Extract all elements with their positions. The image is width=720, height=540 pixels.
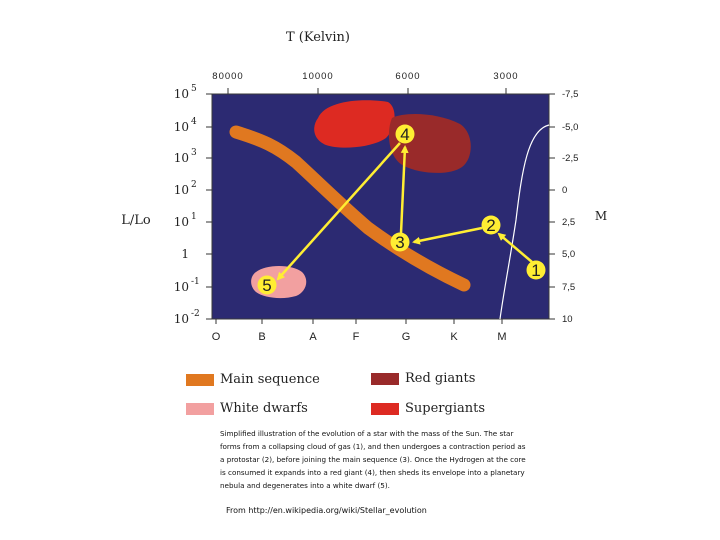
luminosity-tick-label: 10 — [174, 183, 189, 197]
stage-markers: 1 2 3 4 5 — [257, 124, 546, 295]
temperature-tick-label: 3000 — [493, 71, 518, 82]
source-attribution: From http://en.wikipedia.org/wiki/Stella… — [226, 506, 427, 515]
stage-marker-4 — [395, 124, 415, 144]
spectral-class-label: F — [353, 331, 360, 343]
luminosity-tick-exponent: -1 — [191, 277, 200, 287]
spectral-class-label: G — [402, 331, 411, 343]
legend-swatch-red-giants — [371, 372, 399, 385]
legend-swatch-white-dwarfs — [186, 402, 214, 415]
luminosity-tick-label: 10 — [174, 151, 189, 165]
stage-marker-2 — [481, 215, 501, 235]
luminosity-tick-label: 1 — [181, 247, 189, 261]
caption-line: is consumed it expands into a red giant … — [220, 468, 525, 477]
magnitude-tick-label: -5,0 — [562, 122, 578, 133]
stage-marker-label: 4 — [400, 125, 409, 144]
legend-item-main-sequence: Main sequence — [186, 372, 320, 387]
magnitude-tick-label: -7,5 — [562, 89, 578, 100]
caption-line: Simplified illustration of the evolution… — [220, 429, 514, 438]
spectral-class-label: B — [258, 331, 265, 343]
stage-marker-5 — [257, 275, 277, 295]
luminosity-tick-exponent: 3 — [191, 148, 197, 158]
diagram-title: T (Kelvin) — [286, 30, 350, 45]
arrow-3-to-4 — [399, 145, 409, 234]
arrow-4-to-5 — [276, 142, 401, 281]
magnitude-tick-label: 7,5 — [562, 282, 575, 293]
magnitude-tick-label: 5,0 — [562, 249, 575, 260]
luminosity-tick-exponent: -2 — [191, 309, 200, 319]
magnitude-tick-label: 0 — [562, 185, 567, 196]
legend-label-white-dwarfs: White dwarfs — [220, 401, 308, 416]
magnitude-tick-label: 2,5 — [562, 217, 575, 228]
legend-label-main-sequence: Main sequence — [220, 372, 320, 387]
arrow-1-to-2 — [497, 232, 533, 263]
luminosity-tick-exponent: 1 — [191, 212, 197, 222]
legend-swatch-main-sequence — [186, 373, 214, 386]
spectral-class-label: M — [497, 331, 506, 343]
spectral-class-label: K — [450, 331, 458, 343]
stage-marker-3 — [390, 232, 410, 252]
evolution-arrows — [276, 142, 533, 281]
caption-line: nebula and degenerates into a white dwar… — [220, 481, 390, 490]
figure-caption: Simplified illustration of the evolution… — [220, 427, 580, 492]
temperature-tick-label: 80000 — [212, 71, 243, 82]
stage-marker-label: 5 — [262, 276, 271, 295]
arrow-2-to-3 — [412, 226, 483, 245]
luminosity-tick-exponent: 4 — [191, 117, 197, 127]
legend-swatch-supergiants — [371, 402, 399, 415]
protostar-track-line — [499, 124, 550, 320]
legend-item-supergiants: Supergiants — [371, 401, 485, 416]
y-axis-label-left: L/Lo — [121, 213, 151, 228]
caption-line: forms from a collapsing cloud of gas (1)… — [220, 442, 526, 451]
spectral-class-label: A — [309, 331, 317, 343]
temperature-tick-label: 10000 — [302, 71, 333, 82]
legend-item-red-giants: Red giants — [371, 371, 475, 386]
legend-label-supergiants: Supergiants — [405, 401, 486, 416]
stage-marker-1 — [526, 260, 546, 280]
stage-marker-label: 2 — [486, 216, 495, 235]
supergiants-region — [314, 100, 395, 148]
caption-line: a protostar (2), before joining the main… — [220, 455, 526, 464]
luminosity-tick-label: 10 — [174, 312, 189, 326]
temperature-tick-label: 6000 — [395, 71, 420, 82]
luminosity-tick-exponent: 2 — [191, 180, 197, 190]
legend-label-red-giants: Red giants — [405, 371, 476, 386]
y-axis-label-right: M — [595, 209, 607, 223]
luminosity-tick-label: 10 — [174, 280, 189, 294]
luminosity-tick-exponent: 5 — [191, 84, 197, 94]
legend-item-white-dwarfs: White dwarfs — [186, 401, 308, 416]
main-sequence-band — [229, 125, 471, 292]
spectral-class-label: O — [212, 331, 221, 343]
magnitude-tick-label: 10 — [562, 314, 573, 325]
magnitude-tick-label: -2,5 — [562, 153, 578, 164]
stage-marker-label: 1 — [531, 261, 540, 280]
luminosity-tick-label: 10 — [174, 215, 189, 229]
luminosity-tick-label: 10 — [174, 87, 189, 101]
stage-marker-label: 3 — [395, 233, 404, 252]
luminosity-tick-label: 10 — [174, 120, 189, 134]
